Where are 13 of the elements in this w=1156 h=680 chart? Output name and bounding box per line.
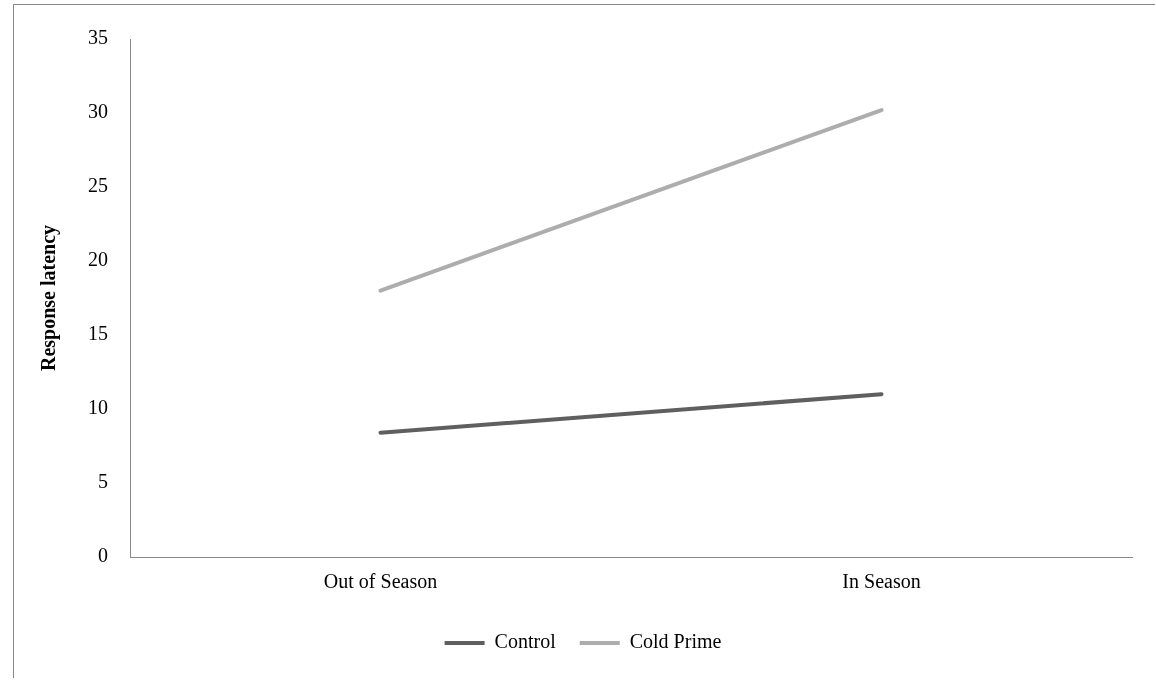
y-tick-label: 25 <box>88 174 108 197</box>
x-tick-label: Out of Season <box>323 570 438 593</box>
y-tick-label: 15 <box>88 322 108 345</box>
y-tick-label: 20 <box>88 248 108 271</box>
x-tick-label: In Season <box>842 570 921 593</box>
legend-label: Cold Prime <box>629 630 722 653</box>
y-axis-title: Response latency <box>37 224 61 372</box>
y-tick-label: 0 <box>98 544 108 567</box>
y-tick-label: 10 <box>88 396 108 419</box>
y-tick-label: 30 <box>88 100 108 123</box>
legend-label: Control <box>494 630 557 653</box>
y-tick-label: 35 <box>88 26 108 49</box>
y-tick-label: 5 <box>98 470 108 493</box>
